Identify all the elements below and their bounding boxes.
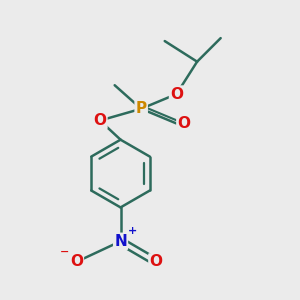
Text: P: P	[136, 101, 147, 116]
Text: O: O	[93, 113, 106, 128]
Text: O: O	[177, 116, 190, 131]
Text: O: O	[70, 254, 83, 269]
Text: O: O	[149, 254, 162, 269]
Text: N: N	[114, 234, 127, 249]
Text: +: +	[128, 226, 137, 236]
Text: −: −	[60, 247, 69, 256]
Text: O: O	[170, 87, 183, 102]
